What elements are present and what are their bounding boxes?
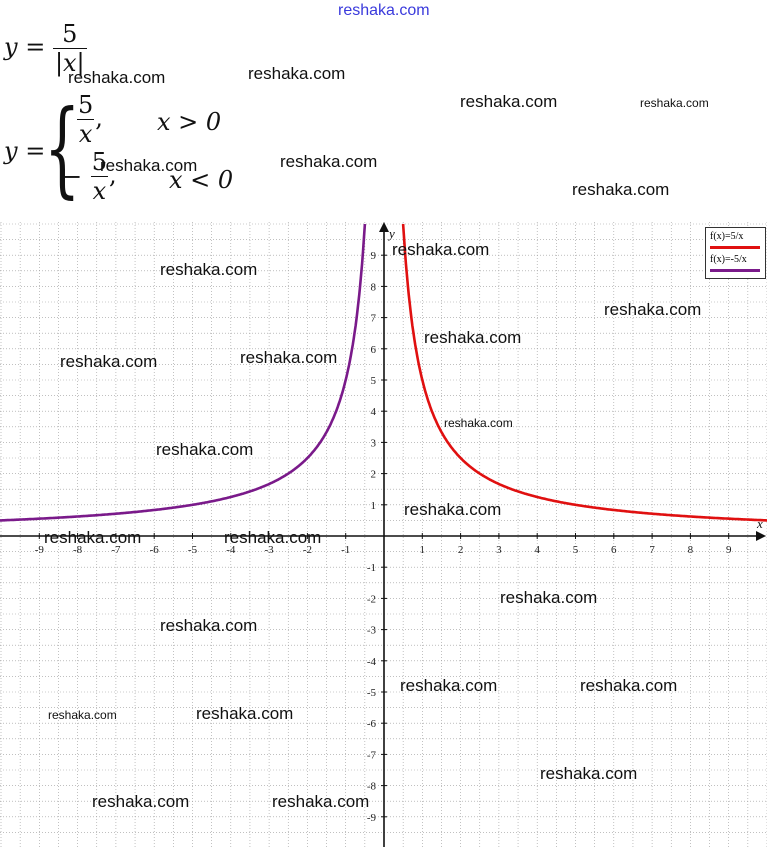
x-axis-arrow <box>756 531 766 541</box>
formula-abs-lhs: y = <box>4 33 46 61</box>
watermark: reshaka.com <box>272 792 370 811</box>
watermark: reshaka.com <box>500 588 598 607</box>
watermark: reshaka.com <box>404 500 502 519</box>
tick-labels: x y -9 -8 -7 -6 -5 -4 -3 -2 -1 1 2 3 4 5 6 7 8 9 -9 -8 -7 -6 -5 -… <box>35 226 763 824</box>
watermark: reshaka.com <box>540 764 638 783</box>
legend-swatch-1 <box>710 246 760 249</box>
x-tick-label: 3 <box>496 544 502 556</box>
piecewise-brace: { <box>44 87 81 209</box>
x-tick-label: 2 <box>458 544 464 556</box>
y-tick-label: -4 <box>367 656 377 668</box>
legend-label-1: f(x)=5/x <box>710 231 744 242</box>
y-tick-label: 1 <box>371 500 377 512</box>
case2-fraction: 5 x <box>90 150 109 203</box>
legend-label-2: f(x)=-5/x <box>710 254 747 265</box>
series-line-5-over-x <box>401 223 767 522</box>
y-tick-label: -1 <box>367 562 376 574</box>
watermark: reshaka.com <box>640 96 709 110</box>
x-tick-label: -6 <box>150 544 160 556</box>
y-tick-label: 3 <box>371 437 377 449</box>
formula-abs: y = 5 |x| <box>4 22 87 75</box>
y-axis-label: y <box>387 226 395 241</box>
y-tick-label: -2 <box>367 593 376 605</box>
x-tick-label: -5 <box>188 544 198 556</box>
watermark: reshaka.com <box>572 180 670 199</box>
x-tick-label: -2 <box>303 544 312 556</box>
y-tick-label: -3 <box>367 625 377 637</box>
x-tick-label: 6 <box>611 544 617 556</box>
x-tick-label: 4 <box>534 544 540 556</box>
watermark: reshaka.com <box>156 440 254 459</box>
y-axis-arrow <box>379 222 389 232</box>
y-tick-label: 5 <box>371 375 377 387</box>
watermark: reshaka.com <box>44 528 142 547</box>
case1-condition: x > 0 <box>157 108 222 136</box>
formula-abs-den: |x| <box>52 48 87 77</box>
watermark: reshaka.com <box>400 676 498 695</box>
watermark: reshaka.com <box>248 64 346 83</box>
case2-condition: x < 0 <box>169 166 234 194</box>
x-tick-label: 1 <box>420 544 426 556</box>
watermark: reshaka.com <box>48 708 117 722</box>
case1-num: 5 <box>78 91 94 119</box>
watermark: reshaka.com <box>160 616 258 635</box>
x-tick-label: -9 <box>35 544 45 556</box>
axes <box>0 222 766 847</box>
watermark: reshaka.com <box>240 348 338 367</box>
watermark: reshaka.com <box>160 260 258 279</box>
watermark: reshaka.com <box>424 328 522 347</box>
x-tick-label: 8 <box>688 544 694 556</box>
y-tick-label: -5 <box>367 687 377 699</box>
x-tick-label: -7 <box>111 544 121 556</box>
y-tick-label: 6 <box>371 344 377 356</box>
y-tick-label: -6 <box>367 718 377 730</box>
formula-piecewise-lhs: y = <box>4 137 46 165</box>
watermark: reshaka.com <box>100 156 198 175</box>
formula-abs-num: 5 <box>62 20 78 48</box>
y-tick-label: -9 <box>367 812 377 824</box>
x-tick-label: -4 <box>226 544 236 556</box>
x-tick-label: -3 <box>265 544 275 556</box>
watermark: reshaka.com <box>580 676 678 695</box>
case1-fraction: 5 x <box>76 93 95 146</box>
watermark: reshaka.com <box>60 352 158 371</box>
y-tick-label: 2 <box>371 469 377 481</box>
y-tick-label: 7 <box>371 313 377 325</box>
x-tick-label: 9 <box>726 544 732 556</box>
watermark: reshaka.com <box>92 792 190 811</box>
formula-abs-fraction: 5 |x| <box>52 20 87 77</box>
case2-sign: − <box>62 162 83 191</box>
series-lines <box>0 223 767 522</box>
watermark-top: reshaka.com <box>338 2 430 19</box>
y-tick-label: -7 <box>367 749 377 761</box>
watermark: reshaka.com <box>604 300 702 319</box>
y-tick-label: 9 <box>371 250 377 262</box>
case2: − 5 x , <box>62 148 117 205</box>
x-axis-label: x <box>756 516 763 531</box>
x-tick-label: -8 <box>73 544 83 556</box>
legend: f(x)=5/x f(x)=-5/x <box>705 227 766 279</box>
watermark: reshaka.com <box>196 704 294 723</box>
watermark: reshaka.com <box>68 68 166 87</box>
y-tick-label: 4 <box>371 406 377 418</box>
series-line-minus-5-over-x <box>0 223 367 522</box>
watermark: reshaka.com <box>460 92 558 111</box>
y-tick-label: 8 <box>371 281 377 293</box>
watermark: reshaka.com <box>280 152 378 171</box>
x-tick-label: -1 <box>341 544 350 556</box>
watermark: reshaka.com <box>392 240 490 259</box>
watermark: reshaka.com <box>224 528 322 547</box>
case1-den: x <box>76 119 95 148</box>
case2-den: x <box>90 176 109 205</box>
x-tick-label: 7 <box>649 544 655 556</box>
case2-num: 5 <box>91 148 108 176</box>
legend-swatch-2 <box>710 269 760 272</box>
case1: 5 x , <box>76 91 103 148</box>
y-tick-label: -8 <box>367 781 377 793</box>
x-tick-label: 5 <box>573 544 579 556</box>
watermark: reshaka.com <box>444 416 513 430</box>
